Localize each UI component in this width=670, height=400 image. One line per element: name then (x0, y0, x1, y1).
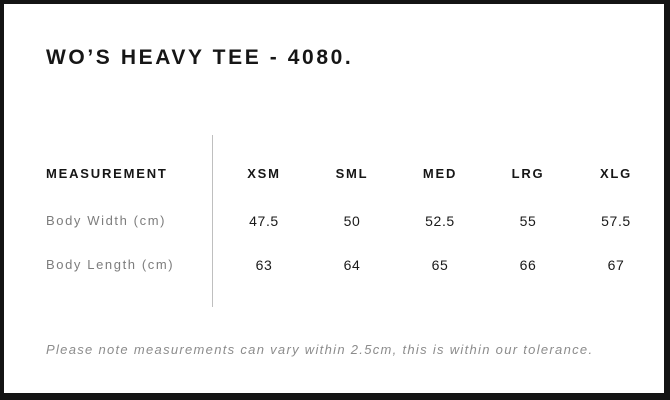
table-row-body-length: Body Length (cm) 63 64 65 66 67 (46, 254, 660, 276)
body-width-med: 52.5 (425, 213, 455, 229)
body-width-sml: 50 (343, 213, 361, 229)
body-width-xsm: 47.5 (249, 213, 279, 229)
body-width-xlg: 57.5 (601, 213, 631, 229)
row-label-body-length: Body Length (cm) (46, 257, 175, 272)
body-length-lrg: 66 (519, 257, 537, 273)
column-header-measurement: MEASUREMENT (46, 166, 168, 181)
body-length-xlg: 67 (607, 257, 625, 273)
table-row-body-width: Body Width (cm) 47.5 50 52.5 55 57.5 (46, 210, 660, 232)
column-header-xsm: XSM (247, 166, 281, 181)
column-header-med: MED (422, 166, 458, 181)
tolerance-note: Please note measurements can vary within… (46, 342, 594, 357)
body-length-med: 65 (431, 257, 449, 273)
size-chart-table: MEASUREMENT XSM SML MED LRG XLG Body Wid… (46, 135, 660, 307)
body-length-xsm: 63 (255, 257, 273, 273)
body-length-sml: 64 (343, 257, 361, 273)
column-divider (212, 135, 213, 307)
column-header-sml: SML (335, 166, 369, 181)
table-header-row: MEASUREMENT XSM SML MED LRG XLG (46, 163, 660, 185)
row-label-body-width: Body Width (cm) (46, 213, 167, 228)
page-title: WO’S HEAVY TEE - 4080. (46, 46, 354, 69)
body-width-lrg: 55 (519, 213, 537, 229)
column-header-lrg: LRG (511, 166, 545, 181)
column-header-xlg: XLG (599, 166, 633, 181)
